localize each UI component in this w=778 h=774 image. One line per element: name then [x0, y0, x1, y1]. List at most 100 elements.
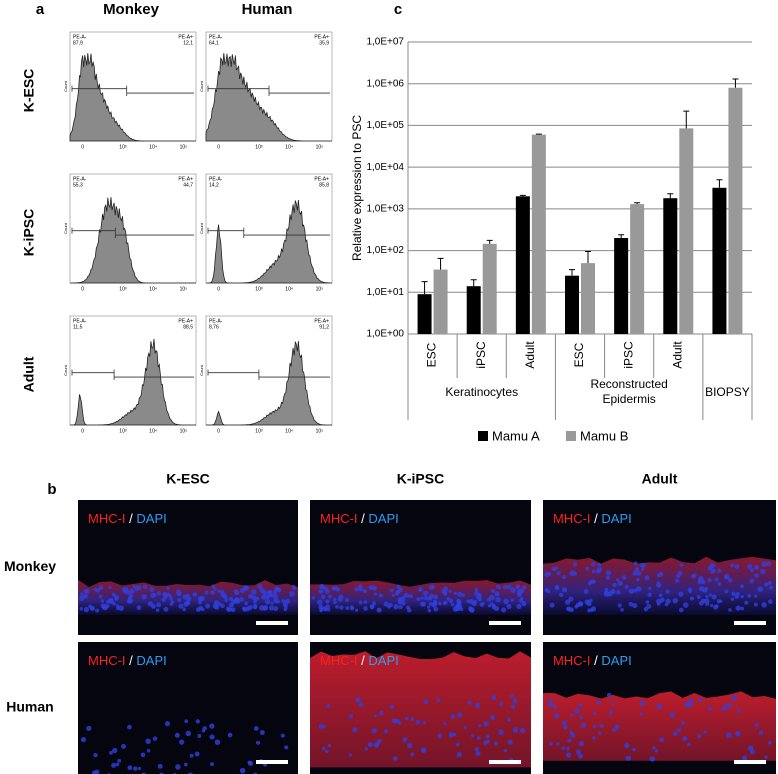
legend-label: Mamu A [492, 428, 540, 443]
y-tick-label: 1,0E+02 [366, 245, 404, 256]
nucleus [510, 598, 514, 602]
nucleus [175, 764, 181, 770]
nucleus [606, 692, 612, 698]
nucleus [156, 591, 162, 596]
nucleus [401, 601, 406, 606]
nucleus [259, 730, 265, 736]
nucleus [452, 606, 458, 612]
gate-value: 85,8 [319, 182, 329, 188]
nucleus [98, 585, 104, 590]
x-tick-label: ESC [425, 342, 439, 367]
nucleus [448, 732, 454, 738]
nucleus [686, 742, 691, 747]
nucleus [636, 577, 640, 582]
nucleus [489, 602, 494, 607]
nucleus [742, 755, 748, 761]
axis-label: Count [199, 80, 204, 92]
nucleus [643, 606, 649, 612]
nucleus [697, 579, 703, 585]
error-bar [634, 202, 641, 205]
nucleus [115, 604, 120, 608]
nucleus [617, 603, 622, 608]
x-tick-label: 10³ [255, 286, 263, 292]
nucleus [688, 698, 694, 703]
error-bar [470, 279, 477, 287]
nucleus [605, 570, 612, 576]
nucleus [274, 586, 280, 592]
nucleus [579, 601, 584, 606]
nucleus [134, 585, 140, 591]
nucleus [597, 562, 602, 567]
nucleus [767, 741, 772, 745]
nucleus [634, 567, 640, 572]
nucleus [677, 570, 683, 576]
nucleus [433, 594, 439, 600]
nucleus [407, 742, 413, 749]
nucleus [474, 702, 481, 708]
nucleus [450, 602, 455, 607]
nucleus [161, 597, 167, 602]
nucleus [333, 597, 337, 601]
bar [433, 269, 448, 334]
nucleus [569, 713, 574, 717]
nucleus [133, 766, 138, 771]
nucleus [632, 570, 638, 576]
nucleus [707, 565, 713, 571]
bar [728, 87, 743, 334]
nucleus [672, 597, 679, 604]
nucleus [736, 591, 740, 596]
nucleus [391, 593, 396, 598]
x-tick-label: 10³ [119, 144, 127, 150]
stain-separator: / [126, 653, 134, 668]
nucleus [363, 600, 368, 605]
nucleus [422, 748, 426, 752]
nucleus [311, 595, 315, 600]
nucleus [83, 588, 89, 594]
bar [679, 128, 694, 334]
nucleus [672, 731, 678, 737]
nucleus [177, 598, 182, 603]
nucleus [147, 601, 154, 607]
scale-bar [734, 760, 766, 764]
nucleus [337, 597, 343, 602]
error-bar [421, 281, 428, 295]
nucleus [753, 602, 758, 607]
nucleus [387, 605, 391, 609]
nucleus [515, 584, 521, 590]
nucleus [622, 575, 627, 580]
nucleus [639, 712, 644, 716]
nucleus [747, 594, 752, 598]
nucleus [721, 705, 727, 711]
nucleus [289, 591, 295, 597]
gate-value: 35,9 [319, 40, 329, 46]
error-bar [535, 133, 542, 135]
nucleus [503, 598, 509, 605]
nucleus [547, 572, 552, 576]
nucleus [262, 606, 267, 611]
nucleus [561, 746, 565, 750]
nucleus [578, 741, 584, 747]
nucleus [211, 584, 215, 589]
nucleus [240, 588, 246, 594]
nucleus [163, 606, 169, 612]
nucleus [326, 703, 331, 708]
nucleus [512, 698, 518, 704]
bar [663, 198, 678, 334]
nucleus [624, 584, 629, 589]
x-tick-label: 10⁵ [180, 286, 188, 292]
nucleus [403, 593, 409, 598]
histogram [205, 53, 332, 142]
x-tick-label: Adult [670, 341, 684, 369]
error-bar [716, 179, 723, 188]
nucleus [373, 592, 378, 596]
nucleus [565, 752, 572, 758]
nucleus [259, 587, 265, 593]
nucleus [264, 599, 271, 605]
nucleus [319, 607, 324, 612]
nucleus [111, 592, 116, 597]
nucleus [590, 561, 596, 567]
nucleus [443, 600, 448, 605]
nucleus [501, 607, 507, 613]
stain-label: MHC-I / DAPI [553, 653, 632, 668]
nucleus [200, 607, 205, 612]
